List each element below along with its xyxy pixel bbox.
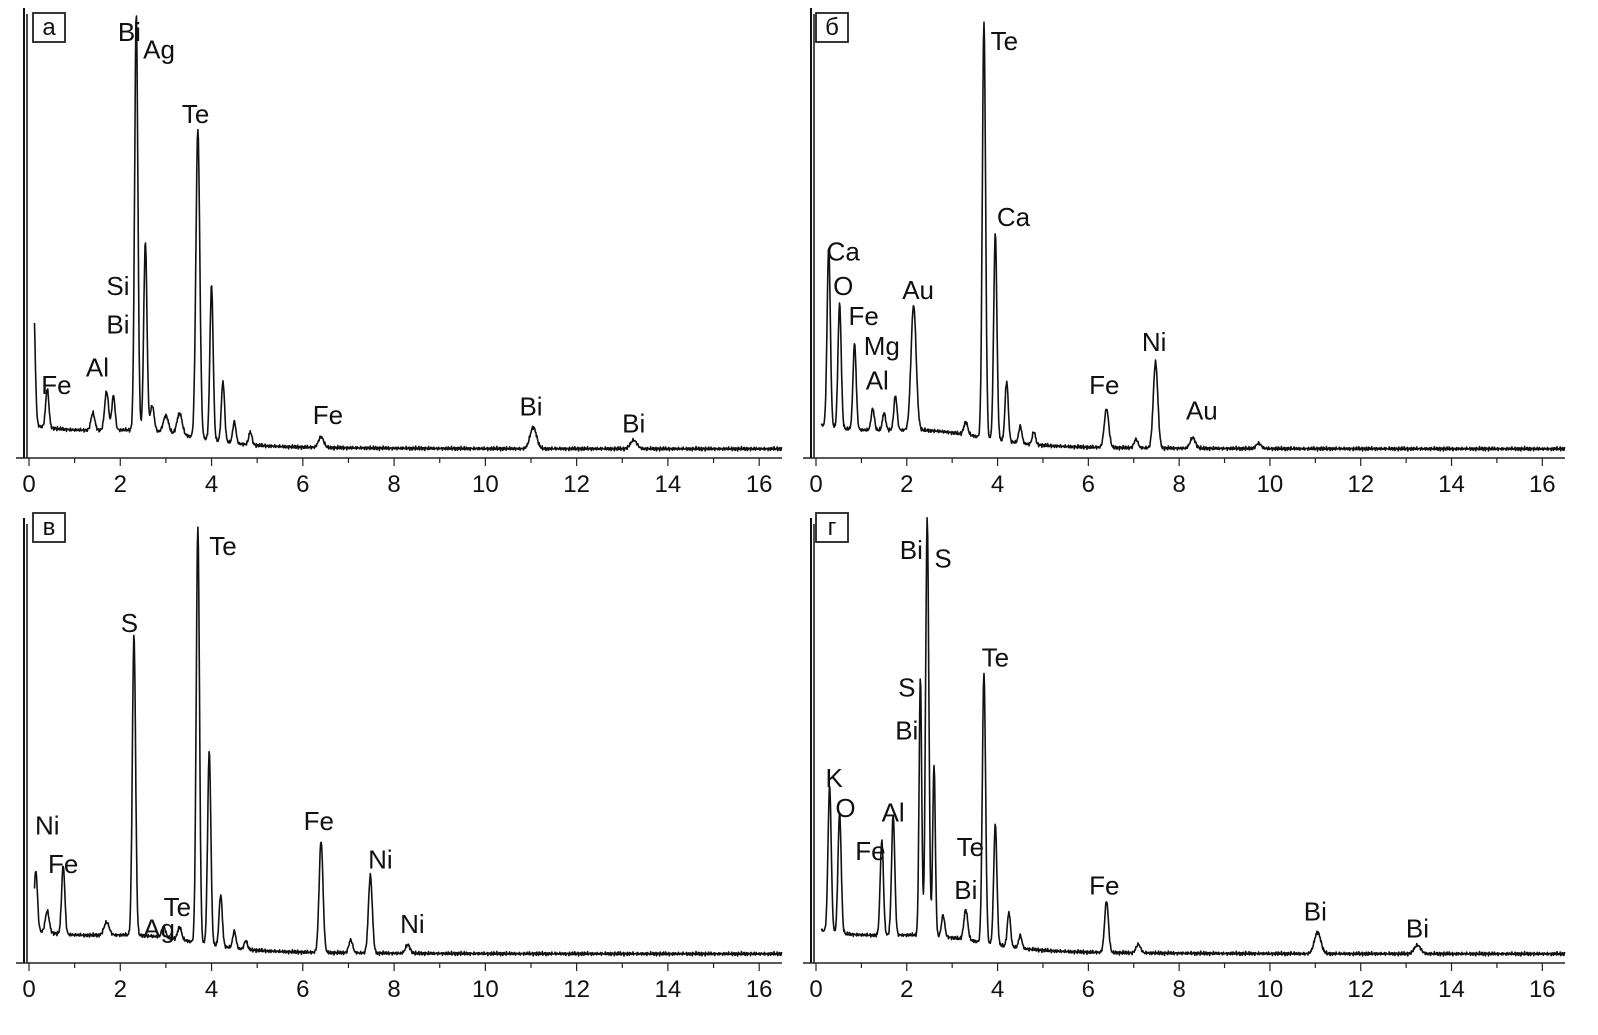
x-tick-label: 8	[387, 471, 400, 498]
peak-label: Au	[1186, 396, 1218, 426]
peak-label: Bi	[1406, 914, 1429, 944]
x-tick-label: 4	[205, 471, 218, 498]
peak-label: Al	[86, 353, 109, 383]
panel-letter-box	[32, 12, 66, 43]
peak-label: Al	[882, 797, 905, 827]
peak-label: Bi	[1304, 896, 1327, 926]
x-tick-label: 2	[900, 976, 913, 1003]
peak-label: Te	[982, 643, 1009, 673]
x-tick-label: 16	[1529, 471, 1556, 498]
spectrum-panel-g: 0 2 4 6 8 10 12 14 16 Bi S Te S Bi KO Al Fe Te Bi Fe Bi Bi г	[803, 512, 1566, 1003]
peak-label: Al	[866, 366, 889, 396]
spectrum-trace	[33, 15, 783, 452]
x-tick-label: 0	[809, 976, 822, 1003]
peak-label: Bi	[954, 875, 977, 905]
x-tick-label: 16	[746, 471, 773, 498]
x-tick-label: 2	[114, 471, 127, 498]
x-tick-label: 10	[1257, 471, 1284, 498]
peak-label: Ag	[143, 914, 175, 944]
panel-letter-box	[815, 12, 849, 43]
peak-label: Ca	[827, 237, 861, 267]
peak-label: O	[833, 271, 853, 301]
peak-label: Ni	[1142, 327, 1167, 357]
panel-letter: а	[42, 14, 56, 41]
x-tick-label: 14	[1438, 976, 1465, 1003]
spectrum-trace	[33, 526, 783, 957]
peak-label: Fe	[41, 370, 71, 400]
x-tick-label: 0	[809, 471, 822, 498]
x-tick-label: 4	[205, 976, 218, 1003]
peak-label: S	[934, 544, 951, 574]
peak-label: Fe	[313, 400, 343, 430]
x-tick-label: 12	[563, 976, 590, 1003]
x-tick-label: 8	[1172, 976, 1185, 1003]
panel-letter-box	[815, 512, 849, 543]
peak-label: Fe	[1089, 370, 1119, 400]
x-tick-label: 2	[114, 976, 127, 1003]
panel-letter: г	[828, 514, 837, 541]
peak-label: Bi	[118, 17, 141, 47]
peak-label: Bi	[895, 716, 918, 746]
x-tick-label: 12	[1347, 976, 1374, 1003]
peak-label: Te	[957, 832, 984, 862]
x-tick-label: 0	[22, 471, 35, 498]
x-tick-label: 6	[296, 471, 309, 498]
peak-label: Te	[991, 26, 1018, 56]
x-tick-label: 6	[296, 976, 309, 1003]
peak-label: Si	[106, 271, 129, 301]
x-tick-label: 14	[655, 471, 682, 498]
peak-label: Bi	[900, 535, 923, 565]
peak-label: Fe	[48, 849, 78, 879]
x-tick-label: 10	[472, 976, 499, 1003]
x-tick-label: 14	[655, 976, 682, 1003]
x-tick-label: 8	[387, 976, 400, 1003]
panel-letter-box	[32, 512, 66, 543]
peak-label: Fe	[1089, 871, 1119, 901]
x-tick-label: 12	[563, 471, 590, 498]
x-tick-label: 8	[1172, 471, 1185, 498]
x-tick-label: 4	[991, 471, 1004, 498]
x-tick-label: 10	[1257, 976, 1284, 1003]
x-tick-label: 16	[746, 976, 773, 1003]
peak-label: Bi	[106, 310, 129, 340]
x-tick-label: 6	[1082, 471, 1095, 498]
x-tick-label: 0	[22, 976, 35, 1003]
x-tick-label: 10	[472, 471, 499, 498]
x-tick-label: 14	[1438, 471, 1465, 498]
spectrum-trace	[820, 516, 1566, 957]
peak-label: Mg	[864, 331, 900, 361]
peak-label: Fe	[848, 301, 878, 331]
peak-label: S	[898, 673, 915, 703]
peak-label: Ca	[997, 202, 1031, 232]
x-tick-label: 6	[1082, 976, 1095, 1003]
x-tick-label: 2	[900, 471, 913, 498]
peak-label: Bi	[622, 409, 645, 439]
peak-label: Ag	[143, 34, 175, 64]
peak-label: Te	[209, 531, 236, 561]
peak-label: K	[825, 763, 843, 793]
peak-label: Fe	[855, 836, 885, 866]
panel-letter: б	[825, 14, 839, 41]
peak-label: Ni	[368, 845, 393, 875]
peak-label: Fe	[304, 806, 334, 836]
spectrum-trace	[820, 21, 1566, 452]
x-tick-label: 16	[1529, 976, 1556, 1003]
peak-label: Ni	[35, 810, 60, 840]
peak-label: Te	[164, 892, 191, 922]
peak-label: S	[121, 608, 138, 638]
peak-label: Bi	[519, 391, 542, 421]
x-tick-label: 4	[991, 976, 1004, 1003]
peak-label: Te	[182, 99, 209, 129]
panel-letter: в	[43, 514, 56, 541]
peak-label: Au	[902, 275, 934, 305]
x-tick-label: 12	[1347, 471, 1374, 498]
peak-label: O	[835, 793, 855, 823]
peak-label: Ni	[400, 909, 425, 939]
